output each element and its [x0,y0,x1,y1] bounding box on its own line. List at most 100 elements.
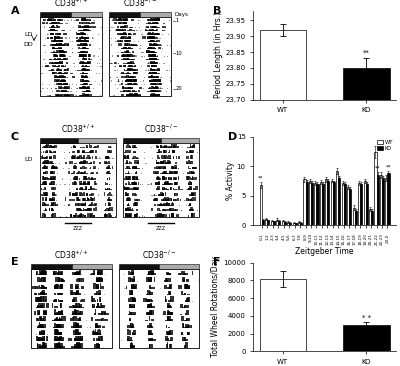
Bar [134,151,136,153]
Bar [129,37,131,38]
Bar [51,178,52,180]
Bar [89,150,91,153]
Bar [124,19,128,21]
Bar [93,87,94,89]
Bar [371,211,373,225]
Bar [63,33,67,35]
Bar [92,156,93,159]
Bar [117,30,121,31]
Bar [52,171,53,175]
Bar [52,163,54,164]
Bar [100,330,101,335]
Bar [122,86,124,89]
Bar [125,73,128,74]
Bar [129,94,131,96]
Bar [60,273,62,275]
Bar [148,41,151,42]
Bar [54,40,56,42]
Y-axis label: Period Length (in Hrs.): Period Length (in Hrs.) [214,12,223,98]
Bar [152,76,154,78]
Bar [148,23,152,24]
Bar [120,73,121,74]
Bar [161,199,163,201]
Bar [85,63,87,64]
Bar [52,193,54,195]
Bar [100,303,102,308]
Bar [79,54,82,56]
Bar [51,166,54,169]
Bar [126,94,130,96]
Bar [75,303,77,308]
Bar [165,336,168,341]
Bar [52,41,54,42]
Bar [95,323,98,328]
Bar [56,66,59,67]
Bar [172,173,173,175]
Bar [112,166,113,169]
Bar [134,145,136,148]
Bar [43,296,47,302]
Bar [78,138,116,143]
Bar [183,294,186,295]
Bar [80,167,82,169]
Bar [154,43,157,46]
Bar [132,69,136,71]
Bar [135,44,137,46]
Bar [166,279,167,282]
Bar [181,291,183,295]
Bar [54,19,56,21]
Bar [58,299,59,302]
Bar [42,318,44,321]
Bar [96,306,99,308]
Bar [278,221,280,225]
Bar [127,208,129,211]
Bar [128,94,132,96]
Bar [60,84,64,85]
Bar [190,155,192,159]
Bar [150,94,152,96]
Bar [127,204,129,206]
Bar [60,303,61,308]
Bar [52,199,56,201]
Bar [71,12,102,17]
Bar [119,66,122,67]
Bar [174,189,177,190]
Bar [155,23,159,24]
Bar [78,345,81,348]
Bar [55,94,58,96]
Bar [162,161,163,164]
Bar [151,23,154,24]
Bar [75,194,76,195]
Bar [106,168,108,169]
Bar [58,47,62,49]
Bar [174,182,176,185]
Bar [150,271,154,275]
Bar [111,63,112,64]
Bar [93,27,94,28]
Bar [53,151,56,153]
Bar [125,41,128,42]
Bar [192,197,193,201]
Bar [177,146,179,148]
Bar [53,44,57,46]
Bar [99,293,100,295]
Bar [82,86,85,89]
Bar [190,187,191,190]
Bar [133,299,136,302]
Bar [64,94,67,96]
Bar [84,307,85,308]
Bar [185,324,189,328]
Bar [121,19,122,21]
Bar [151,66,154,67]
Bar [82,62,84,64]
Bar [34,287,36,288]
Bar [44,346,46,348]
Bar [100,66,102,67]
Bar [132,324,134,328]
Bar [84,83,86,85]
Bar [186,318,190,321]
Bar [37,318,40,321]
Bar [142,168,143,169]
Bar [82,45,83,46]
Bar [166,198,169,201]
